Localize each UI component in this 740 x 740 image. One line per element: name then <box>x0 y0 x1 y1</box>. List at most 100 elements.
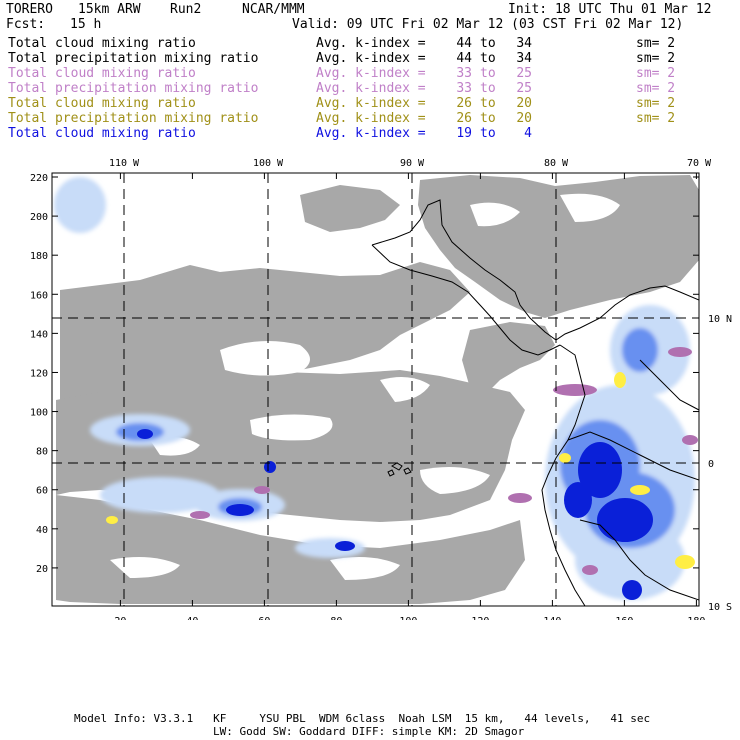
legend-avg-label: Avg. k-index = <box>316 51 426 66</box>
legend-variable: Total cloud mixing ratio <box>8 66 196 81</box>
peru-border <box>579 519 699 601</box>
dark-blue-core <box>226 504 254 516</box>
y-tick-label: 40 <box>36 525 48 536</box>
legend-variable: Total cloud mixing ratio <box>8 126 196 141</box>
latitude-label: 0 <box>708 459 714 470</box>
latitude-labels: 10 N 0 10 S <box>708 314 732 613</box>
y-tick-label: 220 <box>30 173 48 184</box>
central-america-coast <box>371 199 699 341</box>
galapagos-islands <box>391 462 412 475</box>
legend-row: Total cloud mixing ratio Avg. k-index = 26… <box>8 96 728 111</box>
longitude-labels: 110 W 100 W 90 W 80 W 70 W <box>109 158 712 169</box>
valid-time: Valid: 09 UTC Fri 02 Mar 12 (03 CST Fri … <box>292 17 684 32</box>
x-tick-label: 20 <box>114 616 126 620</box>
cloud-region <box>60 262 470 412</box>
dark-blue-core <box>578 442 622 498</box>
venezuela-border <box>639 359 699 411</box>
mauve-patch <box>553 384 597 396</box>
y-tick-label: 160 <box>30 290 48 301</box>
legend-k-from: 26 <box>456 96 472 111</box>
south-america-coast <box>541 344 586 606</box>
org-label: NCAR/MMM <box>242 2 305 17</box>
cloud-region <box>462 322 555 395</box>
mid-blue-patch <box>622 328 658 372</box>
mauve-patch <box>190 511 210 519</box>
galapagos-islands <box>387 469 395 477</box>
run-label: Run2 <box>170 2 202 17</box>
clear-region <box>470 202 520 227</box>
legend-smoothing: sm= 2 <box>636 96 676 111</box>
legend-row: Total cloud mixing ratio Avg. k-index = 33… <box>8 66 728 81</box>
cloud-region <box>300 185 400 232</box>
legend-to: to <box>480 126 496 141</box>
legend-to: to <box>480 66 496 81</box>
mauve-patch <box>668 347 692 357</box>
model-info-line2: LW: Godd SW: Goddard DIFF: simple KM: 2D… <box>213 725 525 738</box>
legend-to: to <box>480 51 496 66</box>
x-tick-label: 100 <box>399 616 417 620</box>
legend-k-from: 44 <box>456 36 472 51</box>
model-info-line1: Model Info: V3.3.1 KF YSU PBL WDM 6class… <box>74 712 651 725</box>
x-tick-label: 140 <box>543 616 561 620</box>
latitude-label: 10 N <box>708 314 732 325</box>
legend-k-to: 25 <box>516 66 532 81</box>
legend-to: to <box>480 111 496 126</box>
latitude-label: 10 S <box>708 602 732 613</box>
graticule <box>52 173 699 606</box>
init-time: Init: 18 UTC Thu 01 Mar 12 <box>508 2 712 17</box>
yellow-patch <box>630 485 650 495</box>
clear-region <box>560 193 620 222</box>
legend-k-from: 19 <box>456 126 472 141</box>
x-tick-label: 160 <box>615 616 633 620</box>
legend-variable: Total precipitation mixing ratio <box>8 111 259 126</box>
y-tick-label: 120 <box>30 368 48 379</box>
light-blue-patch <box>295 538 365 558</box>
longitude-label: 70 W <box>687 158 712 169</box>
legend-smoothing: sm= 2 <box>636 66 676 81</box>
x-tick-label: 40 <box>186 616 198 620</box>
legend-variable: Total cloud mixing ratio <box>8 36 196 51</box>
dark-blue-core <box>335 541 355 551</box>
fcst-value: 15 h <box>70 17 102 32</box>
x-tick-label: 120 <box>471 616 489 620</box>
clear-region <box>110 556 180 578</box>
legend-k-to: 4 <box>524 126 532 141</box>
dark-blue-core <box>622 580 642 600</box>
legend-avg-label: Avg. k-index = <box>316 81 426 96</box>
legend-k-from: 33 <box>456 81 472 96</box>
legend-to: to <box>480 81 496 96</box>
clear-region <box>380 376 430 402</box>
light-blue-patch <box>100 477 220 513</box>
y-tick-label: 20 <box>36 564 48 575</box>
legend-smoothing: sm= 2 <box>636 81 676 96</box>
legend-k-from: 26 <box>456 111 472 126</box>
central-america-pacific-coast <box>371 244 561 356</box>
mauve-patch <box>254 486 270 494</box>
y-tick-label: 180 <box>30 251 48 262</box>
legend-k-to: 20 <box>516 96 532 111</box>
legend-smoothing: sm= 2 <box>636 111 676 126</box>
legend-row: Total precipitation mixing ratio Avg. k-i… <box>8 51 728 66</box>
legend-to: to <box>480 36 496 51</box>
legend-k-from: 44 <box>456 51 472 66</box>
clear-region <box>420 466 490 494</box>
mauve-patch <box>582 565 598 575</box>
yellow-patch <box>675 555 695 569</box>
legend-k-to: 25 <box>516 81 532 96</box>
forecast-map: 2040608010012014016018020022024026028030… <box>30 158 732 620</box>
y-tick-label: 100 <box>30 408 48 419</box>
x-axis-ticks: 2040608010012014016018020022024026028030… <box>114 173 705 620</box>
legend-variable: Total precipitation mixing ratio <box>8 81 259 96</box>
legend-row: Total precipitation mixing ratio Avg. k-i… <box>8 81 728 96</box>
x-tick-label: 80 <box>330 616 342 620</box>
plot-frame <box>51 172 700 607</box>
fcst-label: Fcst: <box>6 17 46 32</box>
legend-avg-label: Avg. k-index = <box>316 66 426 81</box>
coastlines <box>371 199 699 606</box>
mauve-patch <box>682 435 698 445</box>
legend-row: Total cloud mixing ratio Avg. k-index = 19… <box>8 126 728 141</box>
legend-k-to: 20 <box>516 111 532 126</box>
legend-variable: Total precipitation mixing ratio <box>8 51 259 66</box>
clear-region <box>250 414 333 441</box>
light-blue-patch <box>54 177 106 233</box>
